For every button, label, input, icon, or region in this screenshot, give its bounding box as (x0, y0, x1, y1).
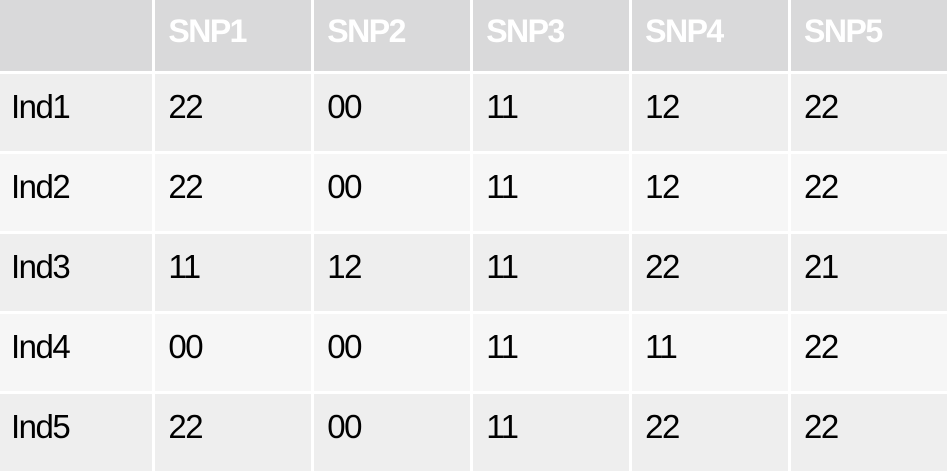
table-cell: 22 (155, 154, 312, 231)
table-cell: 00 (314, 394, 471, 471)
table-cell: 22 (791, 394, 947, 471)
table-cell: 00 (314, 154, 471, 231)
table-cell: 21 (791, 234, 947, 311)
row-label: Ind3 (0, 234, 153, 311)
table-cell: 11 (473, 394, 630, 471)
table-row: Ind4 00 00 11 11 22 (0, 314, 947, 391)
table-cell: 22 (791, 74, 947, 151)
column-header-snp1: SNP1 (155, 0, 312, 71)
column-header-snp4: SNP4 (632, 0, 789, 71)
table-cell: 11 (155, 234, 312, 311)
table-cell: 22 (632, 394, 789, 471)
table-cell: 11 (473, 154, 630, 231)
column-header-snp5: SNP5 (791, 0, 947, 71)
column-header-snp2: SNP2 (314, 0, 471, 71)
header-row: SNP1 SNP2 SNP3 SNP4 SNP5 (0, 0, 947, 71)
table-cell: 11 (473, 74, 630, 151)
table-cell: 12 (314, 234, 471, 311)
table-cell: 11 (473, 314, 630, 391)
table-row: Ind1 22 00 11 12 22 (0, 74, 947, 151)
row-label: Ind2 (0, 154, 153, 231)
table-cell: 22 (791, 154, 947, 231)
table-cell: 22 (791, 314, 947, 391)
row-label: Ind5 (0, 394, 153, 471)
table-cell: 12 (632, 74, 789, 151)
table-cell: 00 (155, 314, 312, 391)
table-cell: 11 (473, 234, 630, 311)
table-cell: 22 (155, 74, 312, 151)
table-cell: 12 (632, 154, 789, 231)
table-cell: 22 (632, 234, 789, 311)
table-row: Ind2 22 00 11 12 22 (0, 154, 947, 231)
row-label: Ind1 (0, 74, 153, 151)
table-cell: 11 (632, 314, 789, 391)
table-cell: 00 (314, 314, 471, 391)
corner-header-cell (0, 0, 153, 71)
table-cell: 22 (155, 394, 312, 471)
table-cell: 00 (314, 74, 471, 151)
row-label: Ind4 (0, 314, 153, 391)
table-row: Ind3 11 12 11 22 21 (0, 234, 947, 311)
table-row: Ind5 22 00 11 22 22 (0, 394, 947, 471)
column-header-snp3: SNP3 (473, 0, 630, 71)
